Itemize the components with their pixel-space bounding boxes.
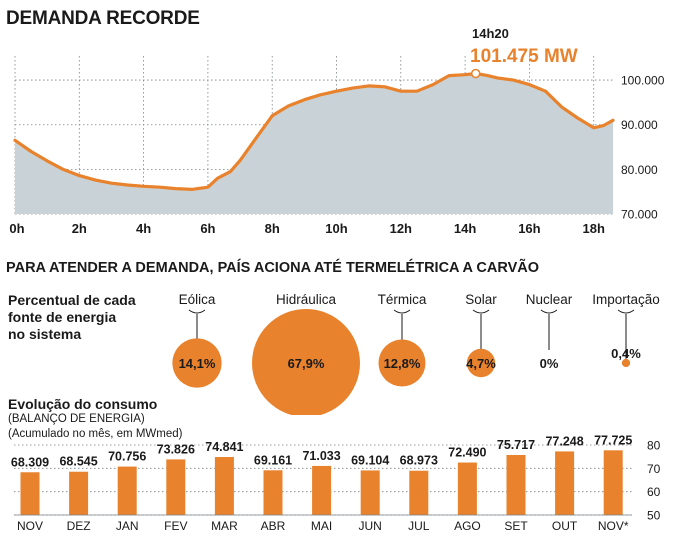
- source-value-label: 0,4%: [611, 346, 641, 361]
- consumption-bar: [506, 454, 526, 515]
- peak-value-label: 101.475 MW: [470, 46, 578, 67]
- bar-category-label: AGO: [454, 519, 481, 533]
- bar-category-label: NOV*: [598, 519, 629, 533]
- consumption-bar: [457, 462, 477, 515]
- bar-category-label: FEV: [164, 519, 187, 533]
- x-tick-label: 12h: [390, 221, 412, 236]
- source-label: Térmica: [378, 292, 427, 307]
- consumption-bar: [20, 472, 40, 515]
- y-tick-label: 80.000: [621, 163, 658, 177]
- bar-category-label: SET: [504, 519, 528, 533]
- bar-value-label: 77.248: [545, 434, 583, 448]
- bar-category-label: JAN: [116, 519, 139, 533]
- consumption-bar: [312, 465, 332, 515]
- x-tick-label: 8h: [265, 221, 280, 236]
- source-value-label: 67,9%: [288, 356, 325, 371]
- sources-ylabel: Percentual de cada fonte de energia no s…: [8, 292, 136, 343]
- x-tick-label: 2h: [72, 221, 87, 236]
- x-tick-label: 14h: [454, 221, 476, 236]
- sources-ylabel-line: no sistema: [8, 326, 82, 342]
- bar-y-tick-label: 70: [647, 462, 661, 476]
- consumption-bar: [409, 470, 429, 515]
- section-title-sources: PARA ATENDER A DEMANDA, PAÍS ACIONA ATÉ …: [6, 260, 540, 276]
- bar-category-label: JUN: [359, 519, 382, 533]
- source-bracket: [540, 309, 558, 314]
- source-label: Solar: [465, 292, 497, 307]
- consumption-bar: [555, 451, 575, 515]
- x-tick-label: 0h: [9, 221, 24, 236]
- source-value-label: 0%: [540, 356, 559, 371]
- source-bubble: [466, 348, 496, 378]
- y-axis-ticks: 70.000 80.000 90.000 100.000: [621, 74, 665, 222]
- bar-value-label: 73.826: [157, 442, 195, 456]
- bar-category-label: JUL: [408, 519, 430, 533]
- bar-y-tick-label: 80: [647, 439, 661, 453]
- source-bubble: [172, 338, 222, 388]
- demand-line: [13, 71, 615, 191]
- demand-area-chart: 0h 2h 4h 6h 8h 10h 12h 14h 16h 18h 70.000 80.000 90…: [9, 26, 665, 236]
- bar-value-label: 68.309: [11, 455, 49, 469]
- source-bracket: [472, 309, 490, 314]
- source-label: Eólica: [179, 292, 216, 307]
- bar-value-label: 75.717: [497, 438, 535, 452]
- bar-value-label: 71.033: [302, 449, 340, 463]
- x-tick-label: 10h: [325, 221, 347, 236]
- bar-value-label: 68.545: [59, 455, 97, 469]
- source-label: Hidráulica: [276, 292, 337, 307]
- consumption-subtitle: (BALANÇO DE ENERGIA): [8, 413, 145, 425]
- source-bubble: [252, 309, 360, 415]
- x-tick-label: 16h: [518, 221, 540, 236]
- x-tick-label: 6h: [200, 221, 215, 236]
- consumption-bar: [360, 470, 380, 515]
- bar-y-tick-label: 60: [647, 485, 661, 499]
- consumption-bar: [69, 471, 89, 515]
- consumption-bar: [214, 457, 234, 515]
- consumption-bar-chart: 50 60 70 80 68.309 NOV 68.545 DEZ 70.756 JAN 73.82…: [11, 433, 661, 533]
- sources-ylabel-line: Percentual de cada: [8, 292, 136, 308]
- source-bracket: [393, 309, 411, 314]
- demand-area: [15, 73, 613, 214]
- source-bubble: [378, 339, 426, 387]
- bar-value-label: 72.490: [448, 446, 486, 460]
- x-tick-label: 18h: [583, 221, 605, 236]
- sources-ylabel-line: fonte de energia: [8, 309, 117, 325]
- bar-value-label: 77.725: [594, 433, 632, 447]
- y-tick-label: 100.000: [621, 74, 665, 88]
- consumption-bar: [603, 450, 623, 515]
- consumption-bar: [166, 459, 186, 515]
- y-tick-label: 70.000: [621, 208, 658, 222]
- peak-marker: [470, 68, 481, 79]
- bar-y-tick-label: 50: [647, 509, 661, 523]
- bar-value-label: 70.756: [108, 450, 146, 464]
- source-bracket: [188, 309, 206, 314]
- source-bracket: [617, 309, 635, 314]
- bar-value-label: 69.104: [351, 453, 389, 467]
- peak-time-label: 14h20: [472, 26, 509, 41]
- x-tick-label: 4h: [136, 221, 151, 236]
- bar-value-label: 68.973: [400, 454, 438, 468]
- bar-category-label: MAI: [311, 519, 332, 533]
- chart-title: DEMANDA RECORDE: [6, 8, 200, 29]
- bar-category-label: OUT: [552, 519, 578, 533]
- bar-value-label: 74.841: [205, 440, 243, 454]
- source-label: Importação: [592, 292, 660, 307]
- consumption-title: Evolução do consumo: [8, 396, 158, 412]
- bar-category-label: NOV: [17, 519, 43, 533]
- bar-category-label: ABR: [261, 519, 286, 533]
- bar-category-label: DEZ: [67, 519, 91, 533]
- sources-bubble-chart: Eólica 14,1% Hidráulica 67,9% Térmica 12,8% So…: [172, 292, 660, 415]
- x-axis-ticks: 0h 2h 4h 6h 8h 10h 12h 14h 16h 18h: [9, 221, 605, 236]
- source-value-label: 14,1%: [179, 356, 216, 371]
- consumption-bar: [263, 470, 283, 515]
- source-bubble: [621, 358, 631, 368]
- consumption-note: (Acumulado no mês, em MWmed): [8, 428, 183, 440]
- consumption-bar: [117, 466, 137, 515]
- source-label: Nuclear: [526, 292, 573, 307]
- bar-category-label: MAR: [211, 519, 238, 533]
- source-value-label: 12,8%: [384, 356, 421, 371]
- y-tick-label: 90.000: [621, 118, 658, 132]
- source-value-label: 4,7%: [466, 356, 496, 371]
- consumption-header: Evolução do consumo (BALANÇO DE ENERGIA)…: [8, 396, 182, 440]
- bar-value-label: 69.161: [254, 453, 292, 467]
